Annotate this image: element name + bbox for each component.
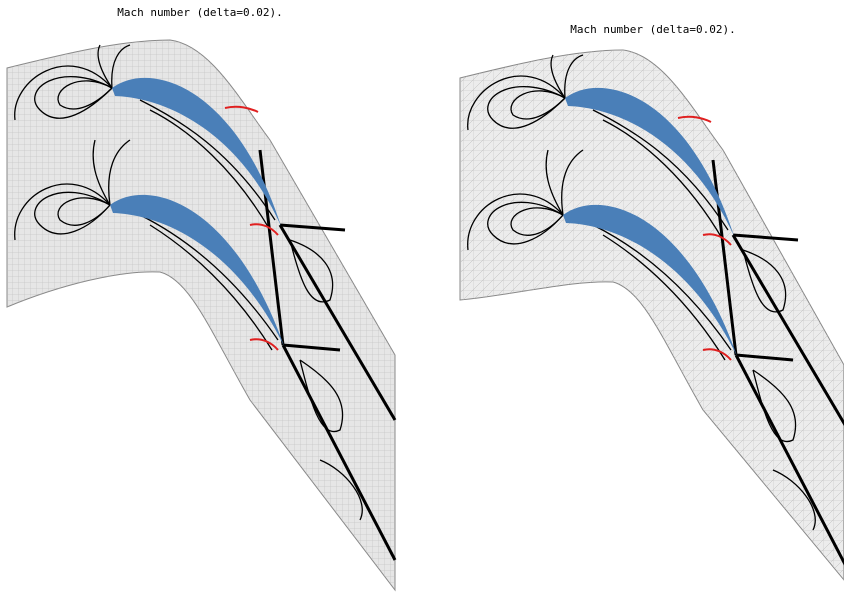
left-panel: Mach number (delta=0.02). bbox=[6, 6, 397, 592]
right-panel: Mach number (delta=0.02). bbox=[459, 23, 844, 581]
panel-title: Mach number (delta=0.02). bbox=[117, 6, 283, 19]
panel-title: Mach number (delta=0.02). bbox=[570, 23, 736, 36]
